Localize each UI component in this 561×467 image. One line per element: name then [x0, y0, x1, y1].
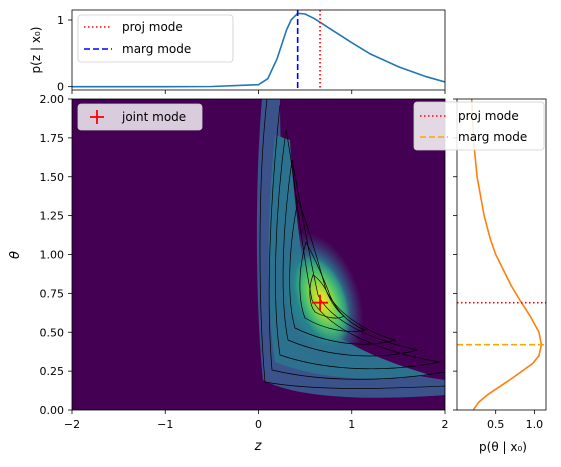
- right-x-tick-label: 1.0: [526, 418, 544, 431]
- legend-right-marg-mode-label: marg mode: [458, 130, 527, 144]
- right-density-line: [470, 99, 543, 410]
- joint-mode-marker: [312, 294, 329, 311]
- main-y-ticks: 0.00 0.25 0.50 0.75 1.00 1.25 1.50 1.75 2.00: [40, 93, 72, 417]
- heatmap-contours: [259, 99, 445, 389]
- main-y-tick-label: 0.25: [40, 365, 65, 378]
- right-x-ticks: 0.5 1.0: [487, 410, 543, 431]
- main-y-tick-label: 1.25: [40, 210, 65, 223]
- main-x-tick-label: −1: [157, 418, 173, 431]
- main-x-tick-label: 0: [255, 418, 262, 431]
- right-x-axis-label: p(θ | x₀): [479, 440, 527, 454]
- main-panel: −2 −1 0 1 2 0.00 0.25 0.50 0.75 1.00 1.25 1.50 1.75…: [8, 93, 449, 454]
- legend-joint-mode-label: joint mode: [121, 110, 186, 124]
- right-panel: 0.5 1.0 p(θ | x₀) proj mode marg mode: [413, 98, 547, 454]
- main-x-tick-label: 2: [442, 418, 449, 431]
- top-y-ticks: 01: [57, 14, 72, 94]
- main-legend: joint mode: [77, 103, 203, 131]
- main-y-tick-label: 0.00: [40, 404, 65, 417]
- right-legend: proj mode marg mode: [413, 101, 545, 151]
- main-x-tick-label: −2: [64, 418, 80, 431]
- main-y-tick-label: 2.00: [40, 93, 65, 106]
- main-y-tick-label: 1.00: [40, 249, 65, 262]
- heatmap-outer-band: [256, 99, 445, 398]
- top-y-axis-label: p(z | x₀): [29, 27, 43, 74]
- main-x-axis-label: z: [254, 439, 263, 454]
- top-y-tick-label: 0: [57, 81, 64, 94]
- top-legend: proj mode marg mode: [77, 14, 234, 63]
- right-x-tick-label: 0.5: [487, 418, 505, 431]
- legend-marg-mode-label: marg mode: [122, 42, 191, 56]
- top-y-tick-label: 1: [57, 14, 64, 27]
- main-y-tick-label: 0.75: [40, 287, 65, 300]
- main-y-tick-label: 1.50: [40, 171, 65, 184]
- legend-joint-mode-swatch: [90, 110, 104, 124]
- top-panel: 01 p(z | x₀) proj mode marg mode: [29, 9, 446, 94]
- legend-proj-mode-label: proj mode: [122, 20, 183, 34]
- main-x-ticks: −2 −1 0 1 2: [64, 410, 449, 431]
- top-x-ticks: [71, 90, 446, 94]
- main-x-tick-label: 1: [348, 418, 355, 431]
- main-y-tick-label: 1.75: [40, 132, 65, 145]
- legend-right-proj-mode-label: proj mode: [458, 109, 519, 123]
- main-y-tick-label: 0.50: [40, 326, 65, 339]
- main-y-axis-label: θ: [8, 251, 23, 259]
